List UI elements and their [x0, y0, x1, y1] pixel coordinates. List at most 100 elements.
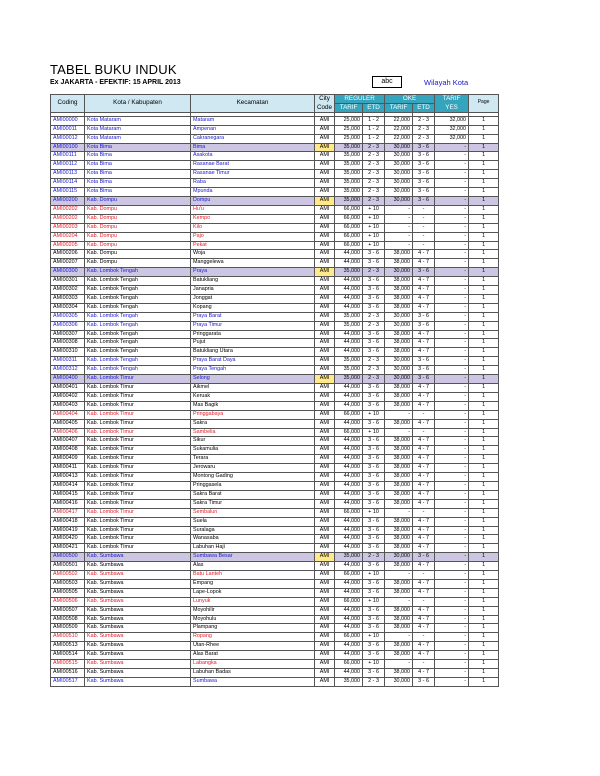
table-row: AMI00306 Kab. Lombok Tengah Praya Timur AMI… [50, 320, 500, 331]
oke-etd-cell: 4 - 7 [412, 293, 436, 304]
city-code-cell: AMI [313, 115, 336, 126]
tarif-yes-cell: - [434, 578, 470, 589]
tarif-yes-cell: - [434, 489, 470, 500]
reguler-etd-cell: 3 - 6 [362, 561, 386, 572]
kota-cell: Kab. Lombok Timur [84, 525, 191, 536]
header-kota: Kota / Kabupaten [84, 94, 191, 113]
kecamatan-cell: Ropang [190, 632, 315, 643]
coding-cell: AMI00300 [50, 267, 85, 278]
tarif-yes-cell: - [434, 480, 470, 491]
reguler-tarif-cell: 35,000 [334, 160, 364, 171]
tarif-yes-cell: - [434, 204, 470, 215]
kecamatan-cell: Cakranegara [190, 133, 315, 144]
page-cell: 1 [468, 160, 500, 171]
oke-etd-cell: 4 - 7 [412, 623, 436, 634]
reguler-etd-cell: + 10 [362, 427, 386, 438]
oke-tarif-cell: 30,000 [384, 356, 414, 367]
oke-tarif-cell: 30,000 [384, 552, 414, 563]
table-row: AMI00502 Kab. Sumbawa Batu Lanteh AMI 66,000… [50, 570, 500, 580]
reguler-tarif-cell: 44,000 [334, 276, 364, 287]
document-subtitle: Ex JAKARTA - EFEKTIF: 15 APRIL 2013 [50, 79, 181, 86]
oke-tarif-cell: 38,000 [384, 605, 414, 616]
kecamatan-cell: Asakota [190, 151, 315, 162]
coding-cell: AMI00205 [50, 240, 85, 251]
header-tarif-yes-top: TARIF [434, 94, 470, 104]
table-row: AMI00514 Kab. Sumbawa Alas Barat AMI 44,000 3… [50, 650, 500, 661]
tarif-yes-cell: - [434, 507, 470, 518]
page-cell: 1 [468, 418, 500, 429]
reguler-tarif-cell: 35,000 [334, 195, 364, 206]
oke-tarif-cell: 30,000 [384, 320, 414, 331]
city-code-cell: AMI [313, 668, 336, 678]
kota-cell: Kab. Sumbawa [84, 614, 191, 625]
table-row: AMI00203 Kab. Dompu Kilo AMI 66,000 + 10- - -1 [50, 222, 500, 233]
reguler-etd-cell: 3 - 6 [362, 329, 386, 340]
coding-cell: AMI00404 [50, 409, 85, 420]
page-cell: 1 [468, 374, 500, 384]
reguler-etd-cell: 2 - 3 [362, 142, 386, 153]
city-code-cell: AMI [313, 160, 336, 171]
oke-etd-cell: 4 - 7 [412, 641, 436, 652]
table-row: AMI00510 Kab. Sumbawa Ropang AMI 66,000 + 10-… [50, 632, 500, 643]
kota-cell: Kab. Lombok Timur [84, 498, 191, 509]
oke-etd-cell: 4 - 7 [412, 472, 436, 482]
header-kecamatan: Kecamatan [190, 94, 315, 113]
tarif-yes-cell: - [434, 383, 470, 393]
kecamatan-cell: Pringgabaya [190, 409, 315, 420]
reguler-etd-cell: 3 - 6 [362, 258, 386, 269]
kota-cell: Kab. Lombok Tengah [84, 285, 191, 295]
kecamatan-cell: Suralaga [190, 525, 315, 536]
page-cell: 1 [468, 534, 500, 545]
coding-cell: AMI00100 [50, 142, 85, 153]
page-cell: 1 [468, 409, 500, 420]
oke-tarif-cell: 30,000 [384, 676, 414, 687]
tarif-yes-cell: 32,000 [434, 115, 470, 126]
city-code-cell: AMI [313, 195, 336, 206]
coding-cell: AMI00510 [50, 632, 85, 643]
coding-cell: AMI00500 [50, 552, 85, 563]
coding-cell: AMI00502 [50, 570, 85, 580]
city-code-cell: AMI [313, 650, 336, 661]
reguler-etd-cell: 2 - 3 [362, 169, 386, 180]
reguler-tarif-cell: 66,000 [334, 222, 364, 233]
table-row: AMI00307 Kab. Lombok Tengah Pringgarata AMI… [50, 329, 500, 340]
oke-etd-cell: 4 - 7 [412, 614, 436, 625]
kota-cell: Kab. Sumbawa [84, 561, 191, 572]
reguler-etd-cell: 1 - 2 [362, 124, 386, 135]
oke-etd-cell: - [412, 427, 436, 438]
oke-etd-cell: 4 - 7 [412, 516, 436, 527]
reguler-tarif-cell: 44,000 [334, 543, 364, 554]
oke-etd-cell: 3 - 6 [412, 267, 436, 278]
tarif-yes-cell: 32,000 [434, 124, 470, 135]
reguler-tarif-cell: 66,000 [334, 409, 364, 420]
oke-tarif-cell: 38,000 [384, 418, 414, 429]
city-code-cell: AMI [313, 614, 336, 625]
city-code-cell: AMI [313, 374, 336, 384]
city-code-cell: AMI [313, 489, 336, 500]
table-row: AMI00011 Kota Mataram Ampenan AMI 25,000 1 - … [50, 124, 500, 135]
page-cell: 1 [468, 445, 500, 456]
oke-etd-cell: 4 - 7 [412, 668, 436, 678]
kota-cell: Kab. Sumbawa [84, 641, 191, 652]
kecamatan-cell: Praya Barat Daya [190, 356, 315, 367]
oke-etd-cell: 4 - 7 [412, 587, 436, 598]
kota-cell: Kab. Dompu [84, 195, 191, 206]
table-row: AMI00515 Kab. Sumbawa Labangka AMI 66,000 + 1… [50, 659, 500, 669]
oke-etd-cell: 4 - 7 [412, 249, 436, 260]
reguler-tarif-cell: 44,000 [334, 249, 364, 260]
kota-cell: Kab. Dompu [84, 258, 191, 269]
kota-cell: Kab. Lombok Timur [84, 427, 191, 438]
kecamatan-cell: Mpunda [190, 187, 315, 197]
coding-cell: AMI00405 [50, 418, 85, 429]
kecamatan-cell: Janapria [190, 285, 315, 295]
kecamatan-cell: Empang [190, 578, 315, 589]
coding-cell: AMI00517 [50, 676, 85, 687]
tarif-yes-cell: - [434, 338, 470, 349]
reguler-tarif-cell: 66,000 [334, 659, 364, 669]
coding-cell: AMI00310 [50, 347, 85, 358]
page-cell: 1 [468, 169, 500, 180]
kecamatan-cell: Pringgasela [190, 480, 315, 491]
page-cell: 1 [468, 142, 500, 153]
tarif-yes-cell: - [434, 570, 470, 580]
oke-etd-cell: - [412, 570, 436, 580]
